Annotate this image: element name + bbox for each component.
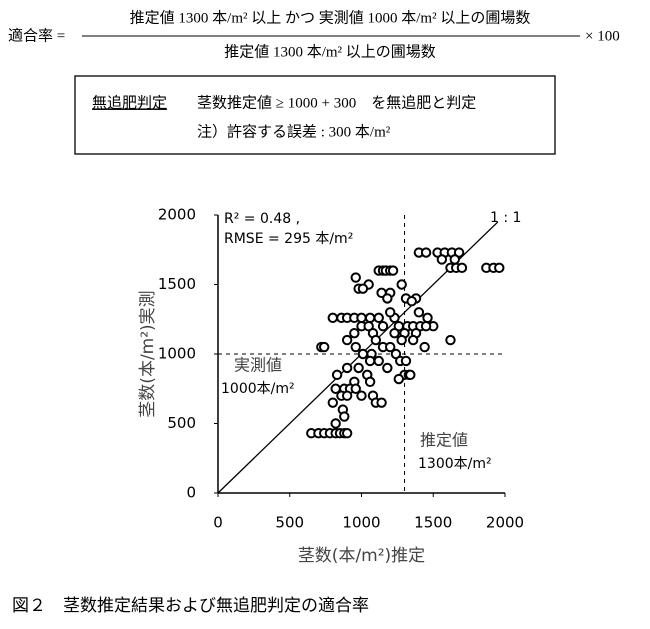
data-point (400, 355, 412, 367)
data-point (382, 362, 393, 374)
x-threshold-label: 推定値 (420, 431, 468, 450)
y-threshold-value: 1000本/m² (221, 381, 295, 397)
data-point (377, 321, 389, 332)
data-point (385, 341, 396, 353)
y-threshold-label: 実測値 (234, 356, 282, 375)
x-tick-label: 1500 (414, 514, 452, 532)
data-point (327, 312, 338, 324)
data-point (350, 383, 361, 394)
data-point (318, 341, 330, 353)
data-point (364, 376, 376, 387)
criteria-box (74, 75, 556, 155)
data-point (420, 321, 432, 332)
rmse-label: RMSE = 295 本/m² (224, 231, 353, 247)
data-point (341, 362, 353, 374)
data-point (341, 334, 353, 346)
data-point (356, 390, 367, 401)
x-tick-label: 500 (275, 514, 304, 532)
data-point (327, 397, 338, 408)
data-point (350, 341, 361, 353)
x-tick-label: 0 (213, 514, 223, 532)
data-point (449, 254, 460, 265)
formula-denominator: 推定値 1300 本/m² 以上の圃場数 (224, 43, 436, 60)
caption: 図２ 茎数推定結果および無追肥判定の適合率 (12, 596, 369, 616)
data-point (382, 293, 393, 304)
data-point (376, 397, 387, 408)
x-axis-label: 茎数(本/m²)推定 (298, 546, 425, 566)
data-point (393, 373, 405, 385)
data-point (373, 312, 384, 324)
data-point (406, 295, 417, 307)
y-tick-label: 500 (167, 414, 196, 432)
y-tick-label: 1000 (158, 345, 196, 363)
data-point (407, 334, 419, 346)
data-point (357, 283, 369, 294)
criteria-rule: 茎数推定値 ≥ 1000 + 300 を無追肥と判定 (197, 94, 476, 111)
data-point (387, 265, 399, 276)
formula-numerator: 推定値 1300 本/m² 以上 かつ 実測値 1000 本/m² 以上の圃場数 (130, 9, 531, 26)
data-point (349, 327, 360, 339)
data-point (353, 362, 364, 374)
data-point (419, 341, 430, 353)
data-point (339, 411, 350, 422)
data-point (405, 369, 416, 381)
data-point (331, 369, 343, 381)
data-point (330, 418, 341, 429)
data-point (445, 334, 456, 346)
x-threshold-value: 1300本/m² (418, 456, 492, 472)
data-point (373, 355, 384, 367)
data-point (370, 334, 382, 346)
data-point (396, 279, 407, 290)
data-point (341, 428, 353, 439)
data-point (356, 312, 367, 324)
data-point (357, 348, 369, 360)
data-point (385, 307, 396, 318)
data-point (436, 254, 448, 265)
data-point (364, 355, 376, 367)
data-point (413, 307, 425, 318)
data-point (396, 334, 407, 346)
data-point (456, 262, 468, 274)
y-axis-label: 茎数(本/m²)実測 (138, 290, 158, 417)
x-tick-label: 1000 (342, 514, 380, 532)
x-tick-label: 2000 (486, 514, 524, 532)
y-tick-label: 1500 (158, 275, 196, 293)
y-tick-label: 2000 (158, 206, 196, 224)
data-point (494, 262, 505, 274)
data-point (350, 272, 361, 283)
criteria-label: 無追肥判定 (92, 94, 167, 111)
data-point (422, 312, 433, 324)
data-point (364, 312, 376, 324)
data-point (389, 327, 400, 339)
data-point (341, 390, 353, 401)
identity-label: 1 : 1 (490, 210, 521, 226)
y-tick-label: 0 (186, 484, 196, 502)
r2-label: R² = 0.48 , (224, 211, 300, 227)
data-point (420, 247, 432, 258)
formula-multiplier: × 100 (585, 28, 620, 44)
criteria-note: 注）許容する誤差 : 300 本/m² (197, 123, 391, 140)
formula-lhs: 適合率 = (8, 26, 65, 44)
